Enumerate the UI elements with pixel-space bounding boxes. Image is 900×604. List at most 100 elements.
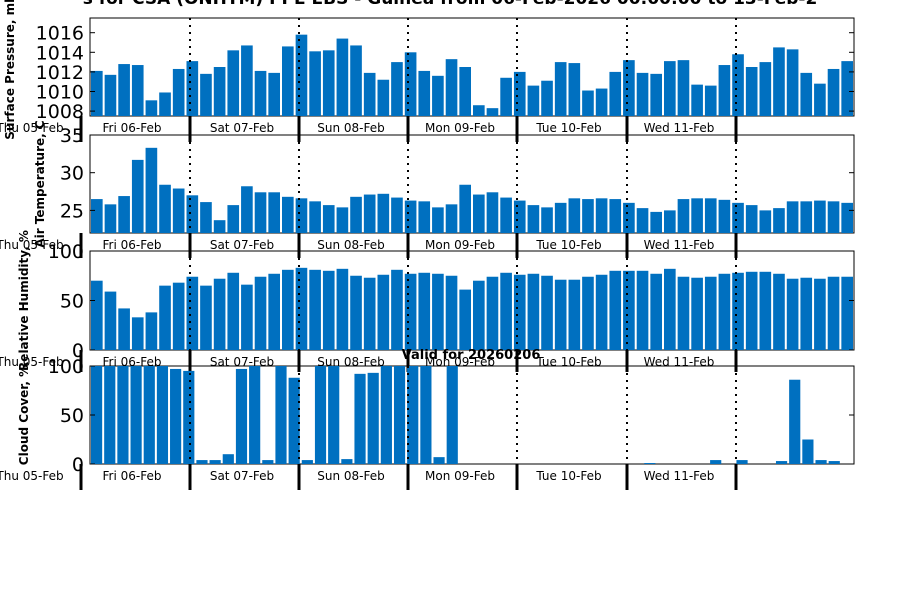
humidity-bar	[118, 308, 130, 350]
cloud-bar	[393, 366, 406, 464]
humidity-bar	[623, 270, 635, 350]
cloud-bar	[407, 366, 419, 464]
pressure-bar	[445, 59, 458, 116]
temperature-bar	[513, 200, 526, 233]
cloud-bar	[420, 366, 432, 464]
temperature-bar	[391, 197, 403, 233]
pressure-bar	[145, 100, 158, 116]
temperature-day-label: Tue 10-Feb	[535, 238, 601, 252]
pressure-bar	[677, 60, 690, 116]
humidity-bar	[568, 279, 581, 350]
temperature-ylabel: Air Temperature, C	[33, 120, 47, 248]
pressure-bar	[391, 62, 403, 116]
pressure-ytick-label: 1012	[36, 62, 84, 84]
cloud-bar	[262, 460, 274, 464]
pressure-bar	[800, 72, 813, 116]
humidity-day-label: Sun 08-Feb	[317, 355, 385, 369]
temperature-bar	[759, 210, 772, 233]
temperature-bar	[636, 208, 649, 233]
humidity-ytick-label: 50	[60, 291, 84, 313]
pressure-bar	[568, 63, 581, 116]
humidity-bar	[595, 274, 608, 350]
cloud-bar	[736, 460, 748, 464]
cloud-day-label: Wed 11-Feb	[644, 469, 715, 483]
pressure-ytick-label: 1010	[36, 82, 84, 104]
cloud-day-label: Mon 09-Feb	[425, 469, 495, 483]
cloud-plot-frame	[89, 365, 855, 465]
humidity-bar	[814, 278, 826, 350]
pressure-bar	[118, 64, 130, 116]
temperature-bar	[814, 200, 826, 233]
cloud-bar	[104, 366, 116, 464]
humidity-bar	[336, 268, 349, 350]
temperature-day-label: Thu 05-Feb	[0, 238, 64, 252]
pressure-bar	[200, 73, 212, 116]
humidity-bar	[432, 273, 444, 350]
temperature-bar	[309, 201, 321, 233]
cloud-bar	[156, 366, 169, 464]
cloud-bar	[354, 373, 366, 464]
humidity-bar	[391, 269, 403, 350]
humidity-bar	[295, 267, 308, 350]
humidity-bar	[541, 275, 553, 350]
temperature-day-label: Sat 07-Feb	[210, 238, 274, 252]
pressure-ytick-label: 1008	[36, 101, 84, 123]
pressure-ytick-label: 1014	[36, 42, 84, 64]
pressure-bar	[104, 74, 117, 116]
cloud-day-label: Sat 07-Feb	[210, 469, 274, 483]
pressure-bar	[459, 67, 471, 116]
pressure-bar	[718, 65, 731, 116]
temperature-bar	[241, 186, 253, 233]
temperature-bar	[732, 202, 744, 233]
temperature-day-label: Wed 11-Feb	[644, 238, 715, 252]
pressure-ytick-label: 1016	[36, 23, 84, 45]
humidity-bar	[650, 273, 662, 350]
temperature-bar	[650, 211, 662, 233]
pressure-bar	[241, 45, 253, 116]
temperature-bar	[473, 194, 485, 233]
temperature-bar	[377, 193, 390, 233]
humidity-bar	[377, 274, 390, 350]
humidity-bar	[309, 269, 321, 350]
humidity-bar	[159, 285, 171, 350]
pressure-bar	[650, 73, 662, 116]
cloud-bar	[249, 366, 261, 464]
cloud-day-label: Thu 05-Feb	[0, 469, 64, 483]
pressure-ylabel: Surface Pressure, mb	[3, 0, 17, 140]
cloud-ytick-label: 50	[60, 405, 84, 427]
temperature-bar	[486, 192, 499, 233]
cloud-bar	[341, 459, 353, 464]
cloud-bar	[117, 366, 129, 464]
cloud-bar	[209, 460, 221, 464]
cloud-bar	[301, 460, 313, 464]
pressure-bar	[500, 77, 512, 116]
temperature-bar	[131, 159, 144, 233]
humidity-bar	[350, 275, 362, 350]
pressure-bar	[582, 90, 594, 116]
humidity-ytick-label: 100	[48, 241, 84, 263]
humidity-bar	[282, 269, 294, 350]
humidity-bar	[677, 276, 690, 350]
pressure-bar	[486, 108, 499, 116]
temperature-bar	[718, 199, 731, 233]
humidity-bar	[322, 270, 335, 350]
humidity-bar	[841, 276, 853, 350]
temperature-bar	[200, 202, 212, 233]
pressure-bar	[418, 70, 431, 116]
temperature-bar	[118, 196, 130, 233]
humidity-bar	[773, 273, 785, 350]
temperature-bar	[145, 147, 158, 233]
cloud-bar	[710, 460, 722, 464]
cloud-bar	[183, 370, 195, 464]
temperature-bar	[609, 199, 622, 233]
temperature-bar	[91, 199, 103, 233]
pressure-bar	[527, 85, 540, 116]
humidity-bar	[473, 280, 485, 350]
humidity-bar	[827, 276, 840, 350]
temperature-bar	[445, 204, 458, 233]
pressure-bar	[814, 83, 826, 116]
cloud-day-label: Fri 06-Feb	[103, 469, 162, 483]
temperature-bar	[677, 199, 690, 233]
